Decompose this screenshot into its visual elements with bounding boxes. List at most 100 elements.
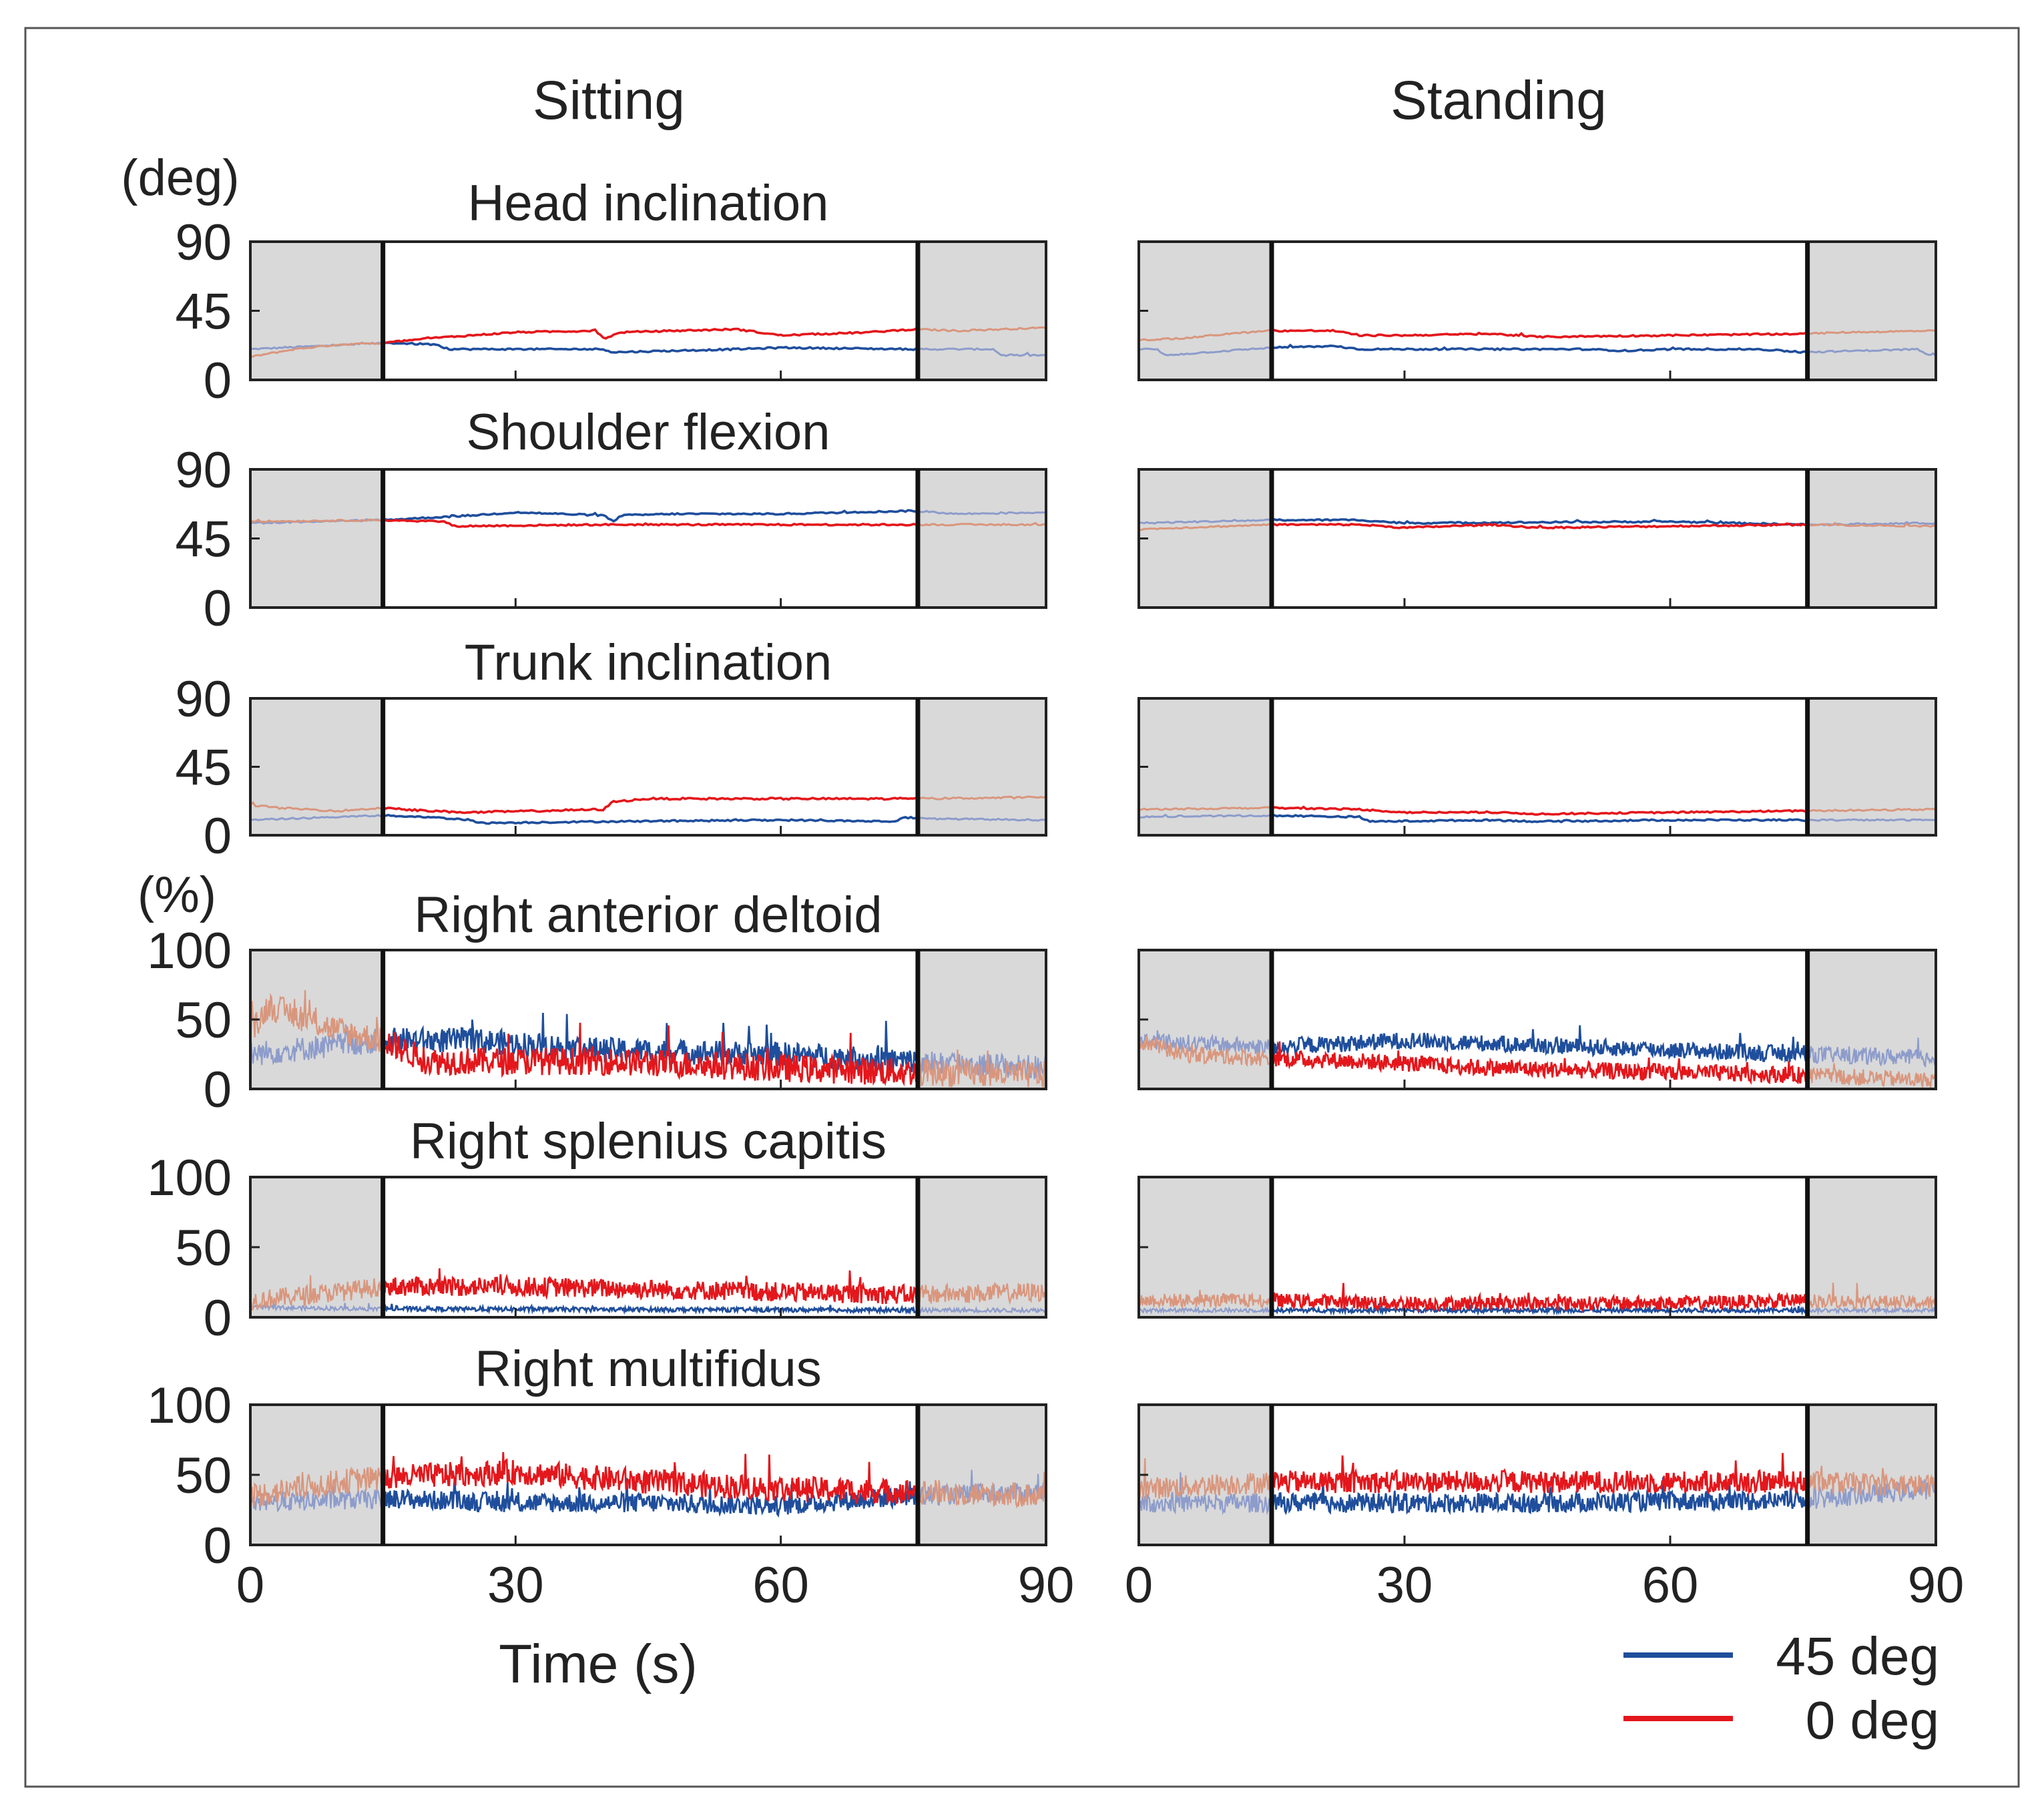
- y-tick-label: 0: [204, 808, 232, 865]
- shade-pre-task: [1139, 469, 1272, 608]
- y-tick-label: 90: [175, 671, 232, 728]
- panel-title-right-splenius-capitis: Right splenius capitis: [410, 1113, 886, 1170]
- panel-head-inclination-sitting: 90 45 0: [175, 214, 1047, 409]
- angle-unit-label: (deg): [121, 150, 239, 206]
- series-0deg-task: [382, 1022, 919, 1087]
- x-tick-label: 0: [236, 1557, 264, 1614]
- shade-post-task: [917, 698, 1046, 835]
- series-45deg-task: [1271, 518, 1806, 527]
- series-45deg-task: [382, 813, 917, 825]
- series-0deg-task: [382, 1451, 919, 1506]
- shade-post-task: [917, 1405, 1046, 1545]
- series-0deg-task: [1271, 522, 1806, 530]
- series-45deg-pre: [250, 1024, 384, 1066]
- panel-trunk-inclination-sitting: 90 45 0: [175, 671, 1047, 865]
- series-0deg-pre: [250, 801, 384, 813]
- series-0deg-task: [1270, 1283, 1808, 1313]
- series-45deg-task: [382, 1303, 919, 1316]
- column-title-standing: Standing: [1390, 70, 1607, 131]
- y-tick-label: 0: [204, 353, 232, 409]
- shade-post-task: [1807, 950, 1936, 1089]
- x-tick-label: 90: [1908, 1557, 1965, 1614]
- series-45deg-pre: [1138, 1472, 1273, 1516]
- y-tick-label: 50: [175, 1447, 232, 1504]
- y-tick-label: 100: [147, 1377, 232, 1434]
- series-0deg-post: [918, 521, 1047, 527]
- series-45deg-post: [919, 817, 1047, 822]
- y-tick-label: 50: [175, 1220, 232, 1277]
- shade-pre-task: [1139, 242, 1272, 380]
- panel-title-trunk-inclination: Trunk inclination: [465, 634, 832, 691]
- series-45deg-post: [1806, 1038, 1937, 1068]
- series-45deg-task: [382, 509, 917, 523]
- y-tick-label: 90: [175, 442, 232, 499]
- y-tick-label: 0: [204, 1518, 232, 1574]
- y-tick-label: 50: [175, 992, 232, 1049]
- series-45deg-task: [1271, 343, 1806, 355]
- series-45deg-pre: [1138, 813, 1272, 819]
- x-tick-label: 0: [1125, 1557, 1153, 1614]
- series-45deg-task: [1270, 1025, 1808, 1064]
- shade-pre-task: [1139, 1405, 1272, 1545]
- series-0deg-post: [1808, 807, 1937, 813]
- series-0deg-pre: [1138, 329, 1272, 342]
- series-0deg-task: [1271, 805, 1806, 816]
- shade-post-task: [917, 469, 1046, 608]
- panel-title-right-anterior-deltoid: Right anterior deltoid: [414, 887, 882, 943]
- x-axis-label: Time (s): [499, 1634, 698, 1694]
- panel-shoulder-flexion-standing: [1137, 468, 1937, 609]
- series-45deg-task: [1270, 1303, 1808, 1317]
- series-45deg-post: [1808, 521, 1937, 527]
- series-0deg-pre: [250, 342, 383, 358]
- panel-right-splenius-capitis-sitting: 100 50 0: [147, 1150, 1047, 1347]
- shade-pre-task: [250, 698, 383, 835]
- series-0deg-post: [1807, 1465, 1937, 1498]
- series-0deg-task: [382, 519, 917, 528]
- shade-pre-task: [250, 242, 383, 380]
- shade-pre-task: [1139, 950, 1272, 1089]
- panel-title-right-multifidus: Right multifidus: [475, 1341, 822, 1397]
- series-0deg-pre: [1137, 1289, 1273, 1309]
- y-tick-label: 45: [175, 284, 232, 341]
- series-45deg-post: [919, 347, 1047, 357]
- series-45deg-task: [1271, 1477, 1808, 1516]
- x-tick-label: 60: [1642, 1557, 1699, 1614]
- series-45deg-pre: [250, 814, 383, 821]
- series-0deg-task: [382, 796, 917, 815]
- x-tick-label: 90: [1018, 1557, 1075, 1614]
- panel-title-shoulder-flexion: Shoulder flexion: [466, 404, 830, 461]
- series-0deg-pre: [1137, 1458, 1273, 1500]
- series-45deg-pre: [250, 1301, 384, 1313]
- series-0deg-post: [1806, 1063, 1937, 1088]
- series-45deg-post: [1808, 347, 1937, 357]
- series-0deg-pre: [1138, 523, 1272, 531]
- series-0deg-pre: [249, 1259, 384, 1311]
- series-0deg-pre: [250, 518, 383, 523]
- panel-right-anterior-deltoid-standing: [1137, 949, 1937, 1090]
- y-tick-label: 90: [175, 214, 232, 271]
- series-45deg-post: [917, 1306, 1047, 1315]
- series-45deg-task: [382, 341, 917, 354]
- y-tick-label: 45: [175, 740, 232, 797]
- y-tick-label: 0: [204, 1062, 232, 1118]
- series-0deg-post: [1808, 521, 1936, 528]
- x-tick-label: 30: [487, 1557, 544, 1614]
- panel-title-head-inclination: Head inclination: [468, 175, 829, 232]
- figure-border: [24, 27, 2020, 1788]
- column-title-sitting: Sitting: [533, 70, 685, 131]
- series-45deg-post: [1808, 818, 1937, 822]
- legend-label-45deg: 45 deg: [1776, 1626, 1939, 1686]
- panel-head-inclination-standing: [1137, 240, 1937, 381]
- series-45deg-pre: [249, 1486, 384, 1513]
- series-0deg-pre: [249, 1466, 384, 1508]
- series-0deg-pre: [249, 989, 384, 1052]
- shade-pre-task: [250, 1405, 383, 1545]
- series-45deg-pre: [1137, 1306, 1272, 1315]
- series-45deg-task: [1271, 814, 1806, 824]
- legend: 45 deg 0 deg: [1623, 1626, 1939, 1750]
- shade-post-task: [917, 242, 1046, 380]
- shade-post-task: [1807, 1177, 1936, 1317]
- series-0deg-post: [917, 1282, 1047, 1305]
